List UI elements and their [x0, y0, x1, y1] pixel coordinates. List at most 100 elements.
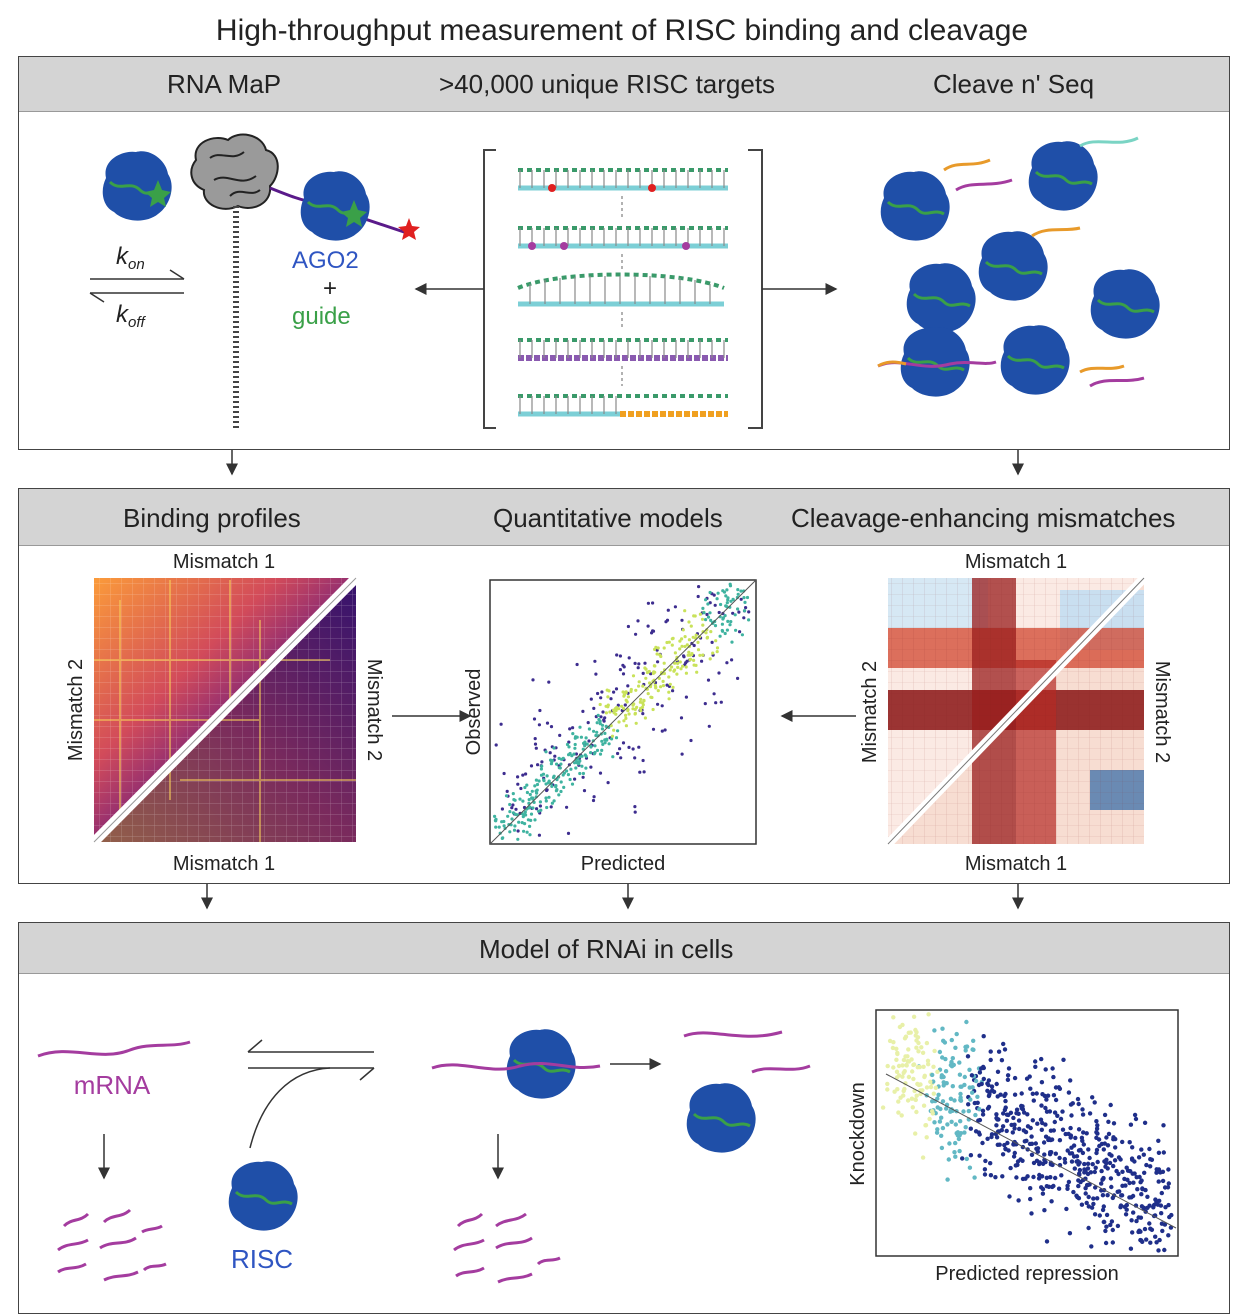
knockdown-point — [1037, 1172, 1042, 1178]
scatter-point — [701, 623, 705, 627]
knockdown-point — [1076, 1162, 1081, 1167]
knockdown-point — [962, 1082, 967, 1088]
scatter-point — [581, 771, 586, 776]
knockdown-point — [892, 1089, 897, 1094]
panel-1-header: RNA MaP >40,000 unique RISC targets Clea… — [19, 57, 1229, 112]
knockdown-point — [1148, 1226, 1153, 1231]
knockdown-point — [1000, 1152, 1006, 1157]
knockdown-point — [1113, 1145, 1118, 1150]
plus-label: + — [323, 275, 337, 302]
knockdown-point — [963, 1044, 968, 1050]
knockdown-point — [1014, 1111, 1019, 1116]
knockdown-point — [914, 1109, 919, 1115]
knockdown-point — [1005, 1077, 1011, 1083]
scatter-point — [689, 738, 693, 743]
knockdown-point — [1061, 1057, 1066, 1063]
knockdown-point — [962, 1130, 967, 1135]
scatter-point — [667, 697, 671, 701]
knockdown-point — [1085, 1166, 1091, 1171]
scatter-point — [723, 631, 727, 636]
knockdown-point — [1139, 1147, 1144, 1152]
scatter-point — [516, 775, 520, 779]
knockdown-point — [1134, 1175, 1139, 1180]
knockdown-point — [1077, 1167, 1083, 1173]
scatter-point — [539, 808, 543, 812]
scatter-point — [537, 723, 542, 727]
scatter-point — [559, 780, 563, 784]
scatter-point — [558, 733, 562, 738]
knockdown-point — [957, 1072, 963, 1077]
scatter-point — [736, 588, 740, 592]
knockdown-point — [940, 1099, 946, 1104]
scatter-point — [547, 795, 551, 799]
scatter-point — [602, 719, 606, 723]
knockdown-point — [980, 1108, 986, 1114]
scatter-point — [510, 806, 514, 810]
scatter-point — [682, 655, 686, 659]
scatter-point — [622, 694, 626, 698]
scatter-point — [550, 760, 554, 764]
knockdown-point — [1008, 1165, 1013, 1171]
scatter-point — [545, 805, 549, 810]
knockdown-point — [975, 1094, 980, 1100]
rnai-equilibrium-arrows — [247, 1039, 375, 1149]
header-cleave-seq: Cleave n' Seq — [933, 69, 1095, 99]
scatter-point — [600, 748, 604, 753]
knockdown-point — [910, 1069, 915, 1074]
scatter-point — [709, 630, 713, 634]
knockdown-point — [1048, 1175, 1053, 1180]
scatter-point — [665, 618, 670, 622]
knockdown-point — [1166, 1233, 1171, 1238]
knockdown-point — [956, 1136, 962, 1142]
scatter-point — [720, 628, 724, 633]
knockdown-point — [1115, 1223, 1121, 1229]
knockdown-point — [935, 1127, 940, 1132]
knockdown-point — [1039, 1103, 1044, 1108]
knockdown-point — [1101, 1176, 1106, 1182]
scatter-point — [539, 773, 544, 777]
knockdown-point — [1092, 1100, 1097, 1105]
knockdown-point — [1099, 1181, 1104, 1186]
scatter-point — [579, 735, 584, 739]
scatter-point — [646, 601, 651, 605]
scatter-point — [646, 692, 650, 696]
knockdown-point — [1068, 1078, 1073, 1083]
scatter-point — [681, 664, 685, 668]
scatter-point — [570, 754, 574, 758]
scatter-point — [601, 710, 605, 714]
knockdown-point — [982, 1167, 988, 1172]
scatter-point — [519, 786, 523, 791]
scatter-point — [633, 661, 637, 666]
scatter-point — [675, 672, 679, 676]
guide-star-icon — [145, 180, 171, 207]
knockdown-point — [961, 1109, 966, 1114]
knockdown-point — [1050, 1184, 1055, 1190]
knockdown-point — [1029, 1152, 1035, 1158]
scatter-point — [621, 672, 626, 676]
knockdown-point — [1039, 1056, 1044, 1062]
knockdown-point — [915, 1081, 920, 1087]
scatter-point — [718, 634, 722, 638]
scatter-point — [538, 708, 542, 713]
scatter-point — [565, 805, 569, 809]
knockdown-point — [1028, 1196, 1033, 1202]
scatter-point — [594, 733, 598, 738]
knockdown-point — [928, 1084, 934, 1090]
scatter-point — [618, 668, 623, 672]
knockdown-point — [1099, 1168, 1104, 1174]
knockdown-point — [1080, 1107, 1085, 1112]
scatter-point — [624, 690, 628, 694]
knockdown-point — [934, 1130, 940, 1135]
knockdown-point — [1162, 1247, 1167, 1253]
knockdown-point — [1075, 1096, 1081, 1102]
scatter-point — [725, 628, 730, 632]
knockdown-point — [898, 1095, 903, 1100]
knockdown-point — [1062, 1160, 1068, 1165]
scatter-point — [717, 610, 721, 615]
scatter-point — [505, 789, 509, 794]
scatter-point — [653, 664, 657, 668]
scatter-point — [550, 801, 555, 805]
scatter-point — [559, 789, 563, 794]
scatter-point — [715, 597, 719, 601]
knockdown-point — [930, 1072, 935, 1078]
